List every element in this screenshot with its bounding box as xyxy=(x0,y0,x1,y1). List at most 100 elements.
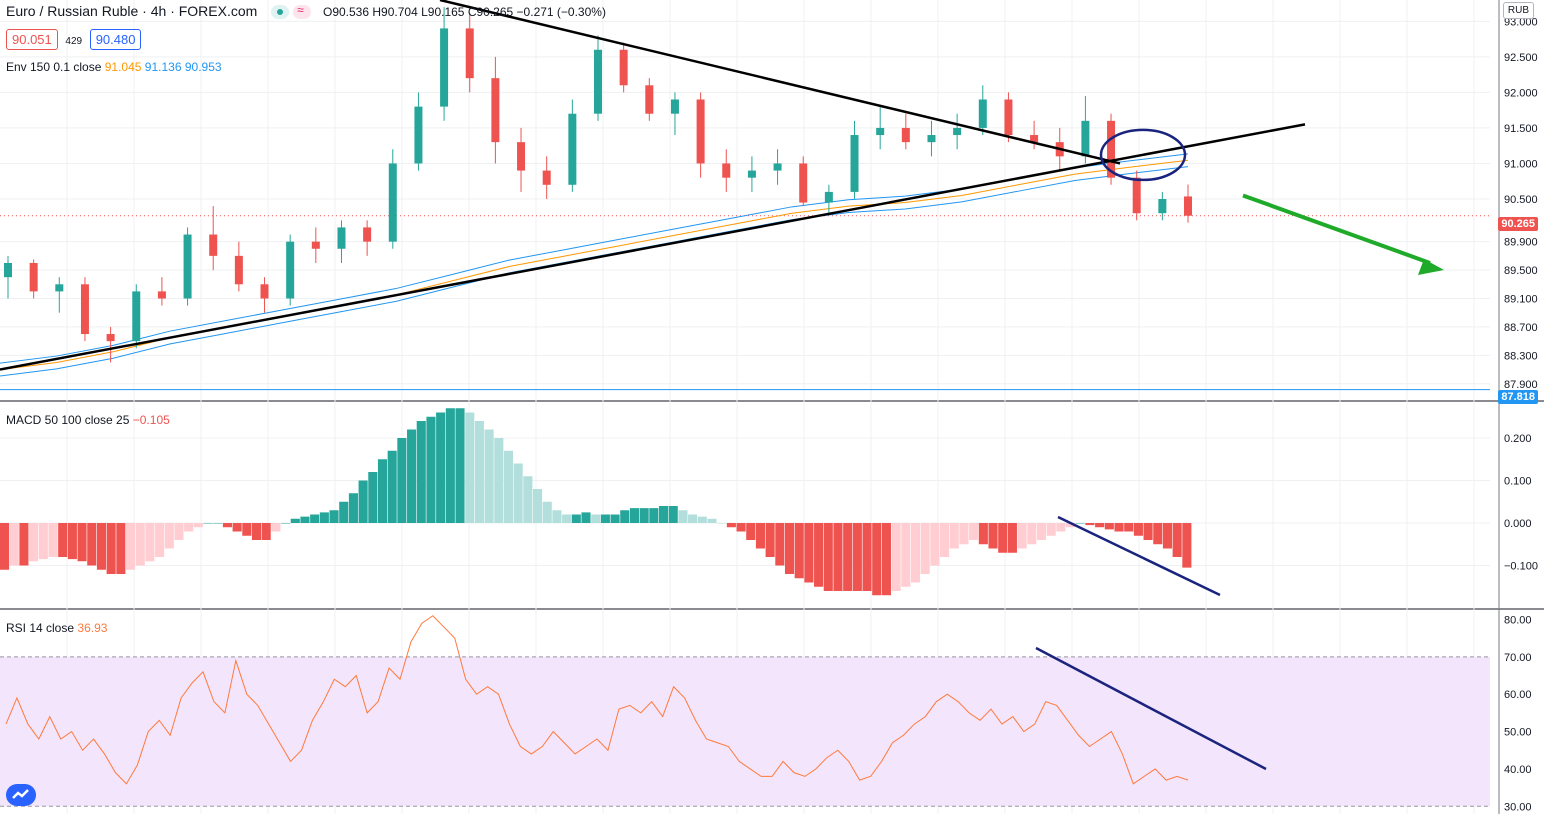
envelope-bands xyxy=(0,153,1189,377)
macd-bar xyxy=(843,523,853,591)
bid-ask-row[interactable]: 90.051 429 90.480 xyxy=(6,29,142,50)
price-tick-label: 89.900 xyxy=(1504,237,1538,249)
macd-bar xyxy=(814,523,824,587)
macd-bar xyxy=(213,523,223,524)
price-tick-label: 93.000 xyxy=(1504,16,1538,28)
rsi-legend[interactable]: RSI 14 close 36.93 xyxy=(6,621,107,635)
macd-bar xyxy=(300,516,310,523)
rsi-tick-label: 40.00 xyxy=(1504,764,1532,776)
macd-bar xyxy=(775,523,785,566)
candle-body xyxy=(260,284,269,299)
macd-bar xyxy=(523,476,533,523)
macd-bar xyxy=(940,523,950,557)
macd-bar xyxy=(222,523,232,528)
rsi-label: RSI 14 close xyxy=(6,621,75,635)
candle-body xyxy=(1107,120,1116,178)
symbol-title: Euro / Russian Ruble · 4h · FOREX.com xyxy=(6,3,258,19)
price-tick-label: 92.500 xyxy=(1504,52,1538,64)
macd-bar xyxy=(920,523,930,574)
rsi-band-fill xyxy=(0,656,1490,807)
price-tick-label: 88.300 xyxy=(1504,350,1538,362)
macd-bar xyxy=(9,523,19,566)
ohlc-readout: O90.536 H90.704 L90.165 C90.265 −0.271 (… xyxy=(322,5,606,19)
macd-bar xyxy=(48,523,58,557)
currency-label[interactable]: RUB xyxy=(1502,2,1534,19)
macd-bar xyxy=(96,523,107,570)
candle-body xyxy=(388,163,397,242)
symbol-legend[interactable]: Euro / Russian Ruble · 4h · FOREX.com ≈ … xyxy=(6,3,606,20)
candle-body xyxy=(414,106,423,164)
macd-bar xyxy=(620,510,630,523)
candle-body xyxy=(747,170,756,178)
candle-body xyxy=(491,78,500,143)
macd-bar xyxy=(1007,523,1017,553)
macd-bar xyxy=(387,450,397,523)
trend-drawings[interactable] xyxy=(0,0,1444,771)
macd-bar xyxy=(571,514,581,523)
macd-bar xyxy=(232,523,242,532)
macd-bar xyxy=(533,489,543,523)
visibility-toggle-icon[interactable] xyxy=(271,5,290,20)
macd-bar xyxy=(407,429,417,523)
envelope-legend[interactable]: Env 150 0.1 close 91.045 91.136 90.953 xyxy=(6,60,222,74)
bearish-arrow-shaft xyxy=(1242,193,1431,265)
macd-bar xyxy=(339,501,349,523)
macd-bar xyxy=(823,523,833,591)
rsi-tick-label: 80.00 xyxy=(1504,614,1532,626)
ascending-trendline xyxy=(0,123,1306,371)
candle-body xyxy=(286,241,295,299)
candle-body xyxy=(234,255,243,285)
envelope-mid-value: 91.045 xyxy=(104,60,142,74)
candle-body xyxy=(465,28,474,79)
candle-body xyxy=(311,241,320,249)
buy-price-button[interactable]: 90.480 xyxy=(89,29,142,50)
candle-body xyxy=(209,234,218,256)
macd-bar xyxy=(77,523,87,562)
price-tick-label: 91.000 xyxy=(1504,158,1538,170)
candle-body xyxy=(722,163,731,178)
candle-body xyxy=(542,170,551,185)
macd-bar xyxy=(1133,523,1143,536)
sell-price-button[interactable]: 90.051 xyxy=(6,29,58,50)
macd-bar xyxy=(1104,523,1114,530)
rsi-line xyxy=(5,615,1189,785)
macd-bar xyxy=(29,523,39,562)
candle-body xyxy=(4,262,12,278)
compare-wave-icon[interactable]: ≈ xyxy=(293,3,312,20)
macd-bar xyxy=(930,523,940,566)
macd-bar xyxy=(106,523,116,574)
tradingview-logo-icon[interactable] xyxy=(6,784,36,806)
macd-bar xyxy=(1095,523,1105,528)
low-price-tag: 87.818 xyxy=(1498,390,1538,404)
candle-body xyxy=(953,127,962,136)
bearish-arrowhead xyxy=(1418,259,1444,275)
candle-body xyxy=(594,49,602,114)
candle-body xyxy=(619,49,628,86)
macd-bar xyxy=(281,523,291,524)
candle-body xyxy=(927,135,936,143)
candle-body xyxy=(1184,196,1192,216)
macd-bar xyxy=(474,421,484,523)
last-price-tag: 90.265 xyxy=(1498,217,1538,231)
candle-body xyxy=(55,284,64,292)
spread-value: 429 xyxy=(65,36,83,47)
macd-bar xyxy=(1124,523,1134,532)
price-axes[interactable]: 93.000 92.500 92.000 91.500 91.000 90.500 89.9… xyxy=(1504,16,1538,813)
candle-body xyxy=(901,127,910,143)
macd-bar xyxy=(804,523,814,583)
macd-bar xyxy=(436,412,446,523)
macd-legend[interactable]: MACD 50 100 close 25 −0.105 xyxy=(6,413,170,427)
macd-tick-label: −0.100 xyxy=(1504,561,1538,573)
macd-bar xyxy=(155,523,165,557)
candle-body xyxy=(1030,135,1039,143)
rsi-tick-label: 70.00 xyxy=(1504,652,1532,664)
macd-bar xyxy=(58,523,68,557)
macd-bar xyxy=(697,516,707,523)
macd-bar xyxy=(959,523,969,545)
macd-bar xyxy=(794,523,804,579)
macd-bar xyxy=(416,421,426,523)
candle-body xyxy=(696,99,705,164)
macd-tick-label: 0.000 xyxy=(1504,518,1532,530)
macd-bar xyxy=(116,523,126,574)
